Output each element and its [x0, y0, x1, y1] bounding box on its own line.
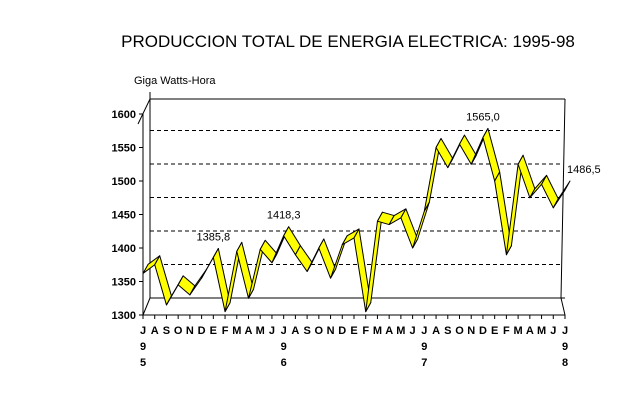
y-tick-label: 1350	[112, 277, 136, 289]
data-label: 1486,5	[567, 164, 601, 176]
y-tick-label: 1450	[112, 210, 136, 222]
data-label: 1385,8	[197, 232, 231, 244]
x-tick-label: M	[232, 325, 241, 337]
y-axis-label: Giga Watts-Hora	[134, 75, 216, 87]
back-wall-right	[560, 98, 566, 299]
back-wall-top-edge	[137, 98, 151, 125]
y-tick-label: 1600	[112, 109, 136, 121]
year-label: 9	[421, 341, 427, 353]
depth-edge-right	[560, 297, 566, 316]
x-tick-label: N	[327, 325, 335, 337]
ribbon-segment	[412, 201, 430, 249]
x-tick-label: N	[186, 325, 194, 337]
x-tick-label: M	[256, 325, 265, 337]
x-tick-label: E	[491, 325, 498, 337]
x-tick-label: M	[514, 325, 523, 337]
x-tick-label: J	[562, 325, 568, 337]
year-label: 6	[281, 357, 287, 369]
x-tick-label: M	[396, 325, 405, 337]
x-tick-label: J	[421, 325, 427, 337]
x-tick-label: D	[198, 325, 206, 337]
y-tick-label: 1550	[112, 143, 136, 155]
x-tick-label: M	[373, 325, 382, 337]
x-tick-label: J	[550, 325, 556, 337]
x-tick-label: A	[151, 325, 159, 337]
ribbon-segment	[552, 180, 571, 209]
y-tick-label: 1500	[112, 176, 136, 188]
x-tick-label: E	[350, 325, 357, 337]
year-label: 9	[562, 341, 568, 353]
x-tick-label: F	[362, 325, 369, 337]
year-label: 9	[140, 341, 146, 353]
y-tick-label: 1400	[112, 243, 136, 255]
x-tick-label: D	[479, 325, 487, 337]
x-tick-label: E	[210, 325, 217, 337]
ribbon-segment	[259, 239, 278, 264]
x-tick-label: J	[281, 325, 287, 337]
x-tick-label: O	[174, 325, 183, 337]
x-tick-label: A	[291, 325, 299, 337]
year-label: 8	[562, 357, 568, 369]
x-tick-label: J	[269, 325, 275, 337]
y-tick-label: 1300	[112, 310, 136, 322]
x-tick-label: A	[432, 325, 440, 337]
x-tick-label: A	[526, 325, 534, 337]
year-label: 7	[421, 357, 427, 369]
chart-title: PRODUCCION TOTAL DE ENERGIA ELECTRICA: 1…	[121, 32, 575, 51]
x-tick-label: S	[444, 325, 451, 337]
x-tick-label: A	[385, 325, 393, 337]
x-tick-label: D	[338, 325, 346, 337]
x-tick-label: O	[315, 325, 324, 337]
data-label: 1565,0	[466, 111, 500, 123]
x-tick-label: N	[467, 325, 475, 337]
x-tick-label: A	[245, 325, 253, 337]
x-tick-label: S	[303, 325, 310, 337]
year-label: 9	[281, 341, 287, 353]
ribbon-segment	[365, 211, 383, 313]
x-tick-label: S	[163, 325, 170, 337]
x-tick-label: J	[140, 325, 146, 337]
x-tick-label: J	[410, 325, 416, 337]
year-label: 5	[140, 357, 146, 369]
ribbon-segment	[482, 127, 501, 182]
x-tick-label: F	[503, 325, 510, 337]
x-tick-label: O	[455, 325, 464, 337]
depth-edge-left	[142, 297, 151, 316]
x-tick-label: M	[537, 325, 546, 337]
data-label: 1418,3	[267, 210, 301, 222]
x-tick-label: F	[222, 325, 229, 337]
